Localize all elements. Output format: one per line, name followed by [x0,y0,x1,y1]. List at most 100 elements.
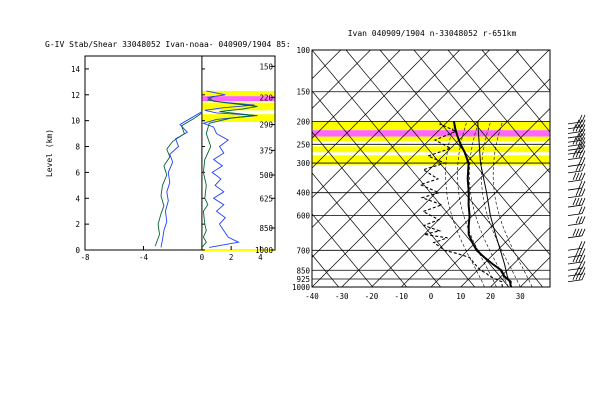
wind-barb-flag [581,163,586,172]
pressure-tick-label: 290 [259,121,273,130]
x-tick-label: 4 [258,253,263,262]
isotherm [430,167,550,287]
wind-barb-flag [578,266,583,275]
band-0 [201,114,275,122]
temp-tick-label: 20 [486,292,496,301]
wind-barb-flag [572,124,577,132]
wind-barb-staff [567,223,583,226]
temp-tick-label: 30 [516,292,526,301]
pressure-label: 100 [296,46,310,55]
wind-barb-flag [581,188,586,196]
wind-barb-flag [575,197,580,206]
wind-barb-staff [567,121,583,125]
isotherm [490,227,550,287]
temp-tick-label: -30 [335,292,349,301]
temp-tick-label: -10 [394,292,408,301]
wind-barb-flag [578,197,583,206]
series-line-2 [160,111,203,248]
wind-barb-flag [581,266,586,275]
y-tick-label: 14 [71,65,81,74]
wind-barb-flag [578,128,583,137]
dry-adiabat [481,50,550,133]
wind-barb-flag [578,119,583,127]
wind-barb-flag [581,172,586,181]
wind-barb-flag [578,114,583,123]
wind-barb-flag [578,163,583,172]
pressure-label: 150 [296,88,310,97]
pressure-tick-label: 850 [259,224,273,233]
series-line-0 [201,90,258,248]
pressure-tick-label: 500 [259,171,273,180]
dry-adiabat [312,90,476,287]
stability-shear-panel: 0 2 4 6 8 10 12 14 -8 -4 0 2 4 150 220 290 375 500 625 850 1… [45,40,291,262]
wind-barb-flag [575,248,580,256]
wind-barb-flag [575,266,580,275]
pressure-label: 700 [296,246,310,255]
skewt-inner [312,50,602,307]
wind-barb-flag [575,272,580,280]
dry-adiabat [549,50,550,51]
dry-adiabat [312,50,510,287]
wind-barb-flag [581,124,586,132]
x-tick-label: -8 [80,253,90,262]
isotherm [312,50,431,169]
moist-adiabat [445,121,485,287]
series-line-3 [154,112,203,247]
wind-barb-flag [581,137,586,145]
temp-tick-label: 0 [429,292,434,301]
isotherm [312,50,460,199]
temperature-profile [452,121,513,287]
wind-barb-flag [575,228,580,236]
wind-barb-flag [575,163,580,172]
wind-barb-staff [567,235,583,239]
wind-barb-flag [581,272,586,280]
x-tick-label: -4 [139,253,149,262]
wind-barb-staff [567,164,583,167]
wind-barb-staff [567,247,583,251]
wind-barb-flag [578,188,583,196]
dry-adiabat [447,50,550,174]
wind-barb-flag [578,137,583,145]
isotherm [520,256,550,287]
x-tick-label: 0 [200,253,205,262]
pressure-label: 400 [296,189,310,198]
pressure-label: 250 [296,140,310,149]
dry-adiabat [584,50,602,307]
dry-adiabat [312,254,340,287]
wind-barb-flag [581,228,586,236]
wind-barb-flag [581,157,586,165]
moist-adiabat [492,121,533,287]
wind-barb-flag [572,150,577,158]
wind-barb-flag [575,144,580,153]
wind-barb-flag [581,206,586,214]
wind-barb-flag [575,124,580,132]
x-tick-label: 2 [229,253,234,262]
moist-adiabat [480,121,521,287]
wind-barb-staff [567,157,583,160]
wind-barb-flag [581,197,586,206]
wind-barb-flag [581,248,586,256]
wind-barb-flag [578,228,583,236]
wind-barb-flag [578,248,583,256]
wind-barb-staff [567,143,583,147]
pressure-label: 925 [296,275,310,284]
isotherm [312,50,401,139]
left-y-axis-label: Level (km) [45,129,54,177]
wind-barb-flag [572,272,577,280]
wind-barb-flag [581,133,586,141]
dry-adiabat [379,50,550,256]
temp-tick-label: -20 [365,292,379,301]
wind-barb-flag [578,206,583,214]
temp-tick-label: -40 [305,292,319,301]
wind-barb-flag [575,216,580,224]
y-tick-label: 8 [75,143,80,152]
wind-barb-flag [575,133,580,141]
wind-barb-flag [578,272,583,280]
pressure-label: 300 [296,159,310,168]
wind-barb-flag [578,254,583,263]
wind-barb-flag [575,137,580,145]
wind-barb-staff [567,135,583,139]
wind-barb-flag [578,261,583,269]
y-tick-label: 6 [75,168,80,177]
moist-adiabat [457,121,497,287]
